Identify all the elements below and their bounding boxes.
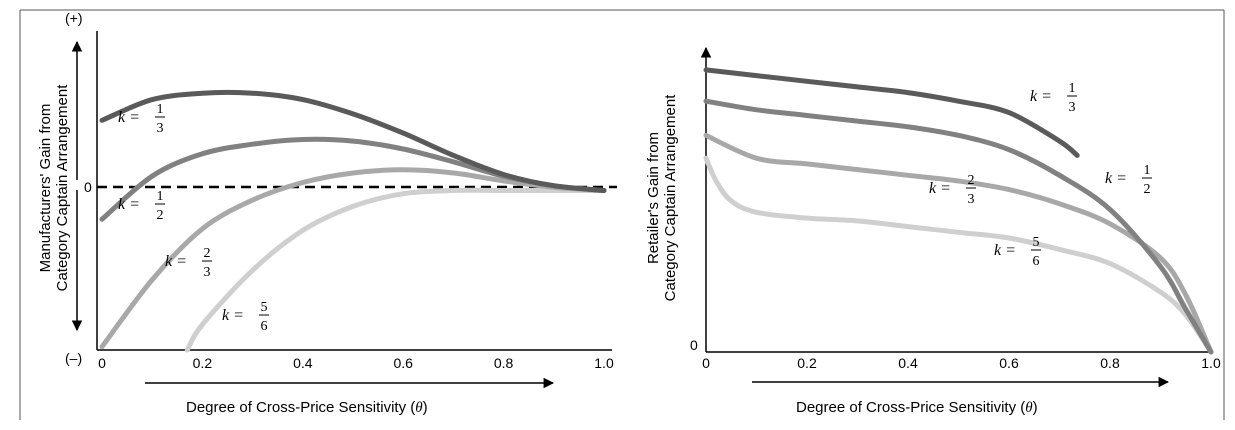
series-label-numerator: 1 [1144,163,1151,178]
series-label-k: k = [118,196,140,213]
right-y-title-line1: Retailer's Gain from [645,132,662,264]
retailer-gain-chart: 0 Retailer's Gain from Category Captain … [645,46,1221,416]
right-x-tick-label: 0.2 [797,355,817,371]
right-series-line-k-2-3 [703,132,1214,355]
left-x-tick-label: 1.0 [594,355,614,371]
left-y-bottom-label: (–) [65,350,82,366]
left-series-label-k-2-3: k = 2 3 [165,246,212,280]
right-x-tick-label: 0 [702,355,710,371]
manufacturer-gain-chart: (+) (–) 0 Manufacturers' Gain from Categ… [37,10,617,416]
left-x-ticks: 0 0.2 0.4 0.6 0.8 1.0 [98,355,614,371]
left-y-zero-label: 0 [84,179,92,195]
left-series-lines [99,89,607,353]
right-series-lines [703,67,1214,355]
right-x-tick-label: 0.8 [1100,355,1120,371]
right-series-label-k-1-2: k = 1 2 [1105,163,1152,197]
series-label-numerator: 1 [1069,81,1076,96]
series-label-numerator: 5 [261,300,268,315]
series-label-denominator: 2 [1144,182,1151,197]
series-label-numerator: 1 [157,189,164,204]
right-series-labels: k = 1 3 k = 1 2 k = 2 3 k = 5 6 [929,81,1152,269]
left-x-tick-label: 0.8 [494,355,514,371]
series-label-k: k = [1105,170,1127,187]
series-label-numerator: 5 [1033,235,1040,250]
series-label-numerator: 1 [157,102,164,117]
series-label-k: k = [1030,88,1052,105]
left-x-tick-label: 0.4 [293,355,313,371]
left-series-label-k-1-3: k = 1 3 [118,102,165,136]
right-x-tick-label: 1.0 [1201,355,1221,371]
right-series-line-k-5-6 [703,155,1214,355]
left-series-line-k-1-3 [99,89,607,193]
left-y-top-label: (+) [65,10,83,26]
right-x-ticks: 0 0.2 0.4 0.6 0.8 1.0 [702,355,1221,371]
right-series-label-k-2-3: k = 2 3 [929,173,976,207]
right-series-line-k-1-3 [703,67,1080,158]
right-series-label-k-1-3: k = 1 3 [1030,81,1077,115]
left-series-label-k-5-6: k = 5 6 [222,300,269,334]
series-label-k: k = [165,253,187,270]
right-series-line-k-1-2 [703,98,1214,355]
series-label-denominator: 6 [261,319,268,334]
series-label-k: k = [118,109,140,126]
left-series-label-k-1-2: k = 1 2 [118,189,165,223]
right-series-label-k-5-6: k = 5 6 [994,235,1041,269]
left-x-tick-label: 0.2 [193,355,213,371]
left-series-labels: k = 1 3 k = 1 2 k = 2 3 k = 5 6 [118,102,269,334]
left-x-title: Degree of Cross-Price Sensitivity (θ) [186,399,428,416]
left-series-line-k-2-3 [99,167,607,350]
left-x-tick-label: 0 [98,355,106,371]
series-label-k: k = [222,307,244,324]
right-x-title: Degree of Cross-Price Sensitivity (θ) [796,399,1038,416]
left-y-title-line2: Category Captain Arrangement [54,84,71,292]
series-label-k: k = [929,180,951,197]
series-label-denominator: 3 [157,121,164,136]
right-y-title-line2: Category Captain Arrangement [662,94,679,302]
series-label-denominator: 2 [157,208,164,223]
left-series-line-k-5-6 [184,187,607,353]
left-y-title-line1: Manufacturers' Gain from [37,104,54,273]
series-label-numerator: 2 [968,173,975,188]
series-label-denominator: 3 [204,265,211,280]
right-x-tick-label: 0.6 [999,355,1019,371]
right-x-tick-label: 0.4 [898,355,918,371]
series-label-numerator: 2 [204,246,211,261]
series-label-denominator: 3 [1069,100,1076,115]
series-label-k: k = [994,242,1016,259]
left-x-tick-label: 0.6 [393,355,413,371]
right-y-zero-label: 0 [690,337,698,353]
series-label-denominator: 3 [968,192,975,207]
series-label-denominator: 6 [1033,254,1040,269]
